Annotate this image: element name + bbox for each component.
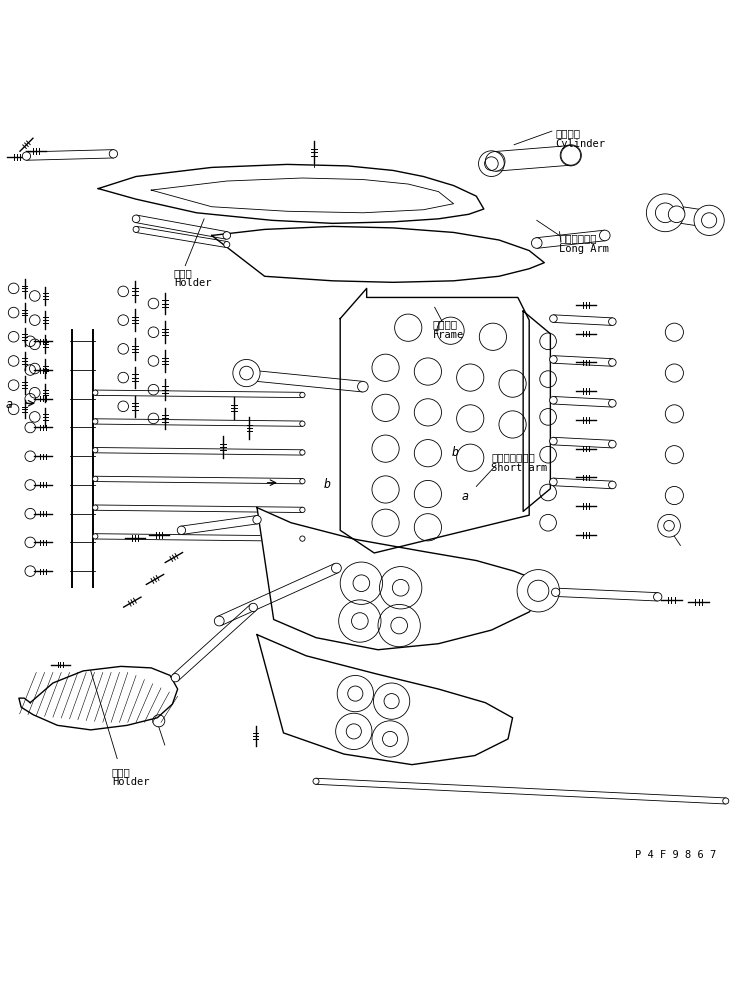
Text: ホルダ: ホルダ [174, 267, 193, 277]
Text: b: b [452, 446, 459, 458]
Text: フレーム: フレーム [432, 318, 457, 328]
Circle shape [550, 478, 557, 486]
Text: Cylinder: Cylinder [556, 139, 606, 149]
Circle shape [177, 527, 185, 535]
Circle shape [550, 397, 557, 404]
Polygon shape [98, 166, 484, 224]
Circle shape [550, 356, 557, 364]
Polygon shape [340, 289, 529, 553]
Circle shape [561, 146, 581, 166]
Circle shape [299, 451, 305, 456]
Circle shape [215, 616, 224, 626]
Circle shape [609, 359, 616, 367]
Circle shape [609, 318, 616, 326]
Circle shape [331, 564, 341, 574]
Circle shape [92, 448, 98, 454]
Polygon shape [19, 667, 178, 731]
Circle shape [609, 482, 616, 489]
Circle shape [92, 390, 98, 396]
Polygon shape [257, 508, 541, 650]
Circle shape [23, 153, 30, 161]
Circle shape [550, 316, 557, 323]
Circle shape [299, 508, 305, 513]
Circle shape [132, 216, 140, 224]
Polygon shape [257, 635, 513, 765]
Circle shape [658, 515, 680, 537]
Text: Frame: Frame [432, 329, 463, 339]
Circle shape [531, 239, 542, 249]
Circle shape [485, 153, 505, 172]
Text: Holder: Holder [112, 777, 150, 787]
Circle shape [299, 422, 305, 427]
Circle shape [92, 506, 98, 511]
Circle shape [244, 371, 255, 382]
Circle shape [133, 227, 139, 234]
Circle shape [299, 393, 305, 398]
Text: ショートアーム: ショートアーム [491, 452, 535, 461]
Text: b: b [324, 477, 330, 490]
Circle shape [299, 479, 305, 484]
Text: Holder: Holder [174, 278, 212, 288]
Circle shape [646, 194, 684, 233]
Text: ホルダ: ホルダ [112, 766, 131, 776]
Circle shape [223, 233, 231, 240]
Circle shape [299, 536, 305, 541]
Circle shape [609, 400, 616, 407]
Circle shape [313, 779, 319, 785]
Text: a: a [461, 489, 468, 503]
Text: シリンダ: シリンダ [556, 128, 581, 138]
Circle shape [253, 516, 262, 525]
Circle shape [723, 798, 729, 805]
Circle shape [109, 151, 117, 159]
Text: a: a [6, 397, 13, 410]
Text: Long Arm: Long Arm [559, 244, 609, 253]
Circle shape [92, 419, 98, 425]
Circle shape [609, 441, 616, 449]
Circle shape [92, 477, 98, 482]
Text: P 4 F 9 8 6 7: P 4 F 9 8 6 7 [635, 849, 716, 859]
Circle shape [517, 570, 559, 612]
Circle shape [92, 534, 98, 539]
Circle shape [653, 593, 662, 601]
Circle shape [233, 360, 260, 387]
Text: ロングアーム: ロングアーム [559, 233, 597, 243]
Circle shape [600, 231, 610, 242]
Circle shape [224, 243, 230, 248]
Circle shape [668, 207, 685, 224]
Circle shape [551, 589, 559, 597]
Circle shape [249, 603, 257, 612]
Polygon shape [523, 312, 550, 512]
Circle shape [358, 382, 368, 392]
Circle shape [171, 673, 179, 682]
Polygon shape [212, 227, 544, 283]
Circle shape [550, 438, 557, 446]
Circle shape [699, 211, 715, 228]
Text: Short arm: Short arm [491, 462, 547, 472]
Circle shape [694, 206, 724, 237]
